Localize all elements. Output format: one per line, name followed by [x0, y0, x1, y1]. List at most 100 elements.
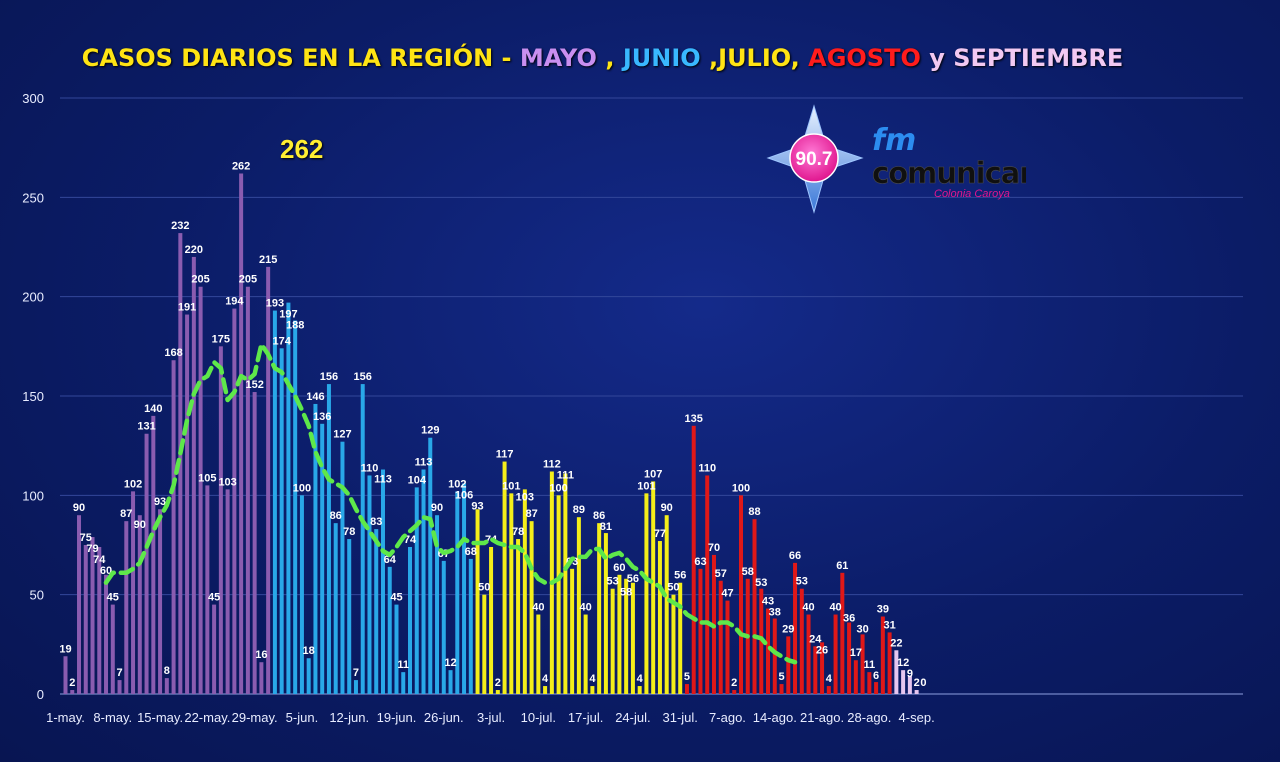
- bar: [678, 582, 683, 694]
- bar-value-label: 100: [293, 482, 311, 494]
- bar-value-label: 93: [154, 496, 166, 508]
- bar-value-label: 102: [448, 478, 466, 490]
- bar: [286, 302, 291, 694]
- bar-value-label: 81: [600, 521, 612, 533]
- gridlines: [60, 97, 1243, 695]
- bar-value-label: 7: [116, 667, 122, 679]
- bar: [198, 286, 203, 694]
- bar-value-label: 88: [748, 506, 760, 518]
- bar-value-label: 232: [171, 220, 189, 232]
- bar-value-label: 24: [809, 633, 822, 645]
- bar: [421, 469, 426, 694]
- bar-value-label: 74: [93, 554, 106, 566]
- bar-value-label: 193: [266, 298, 284, 310]
- bar: [725, 600, 730, 694]
- bar-value-label: 64: [384, 554, 397, 566]
- bar-value-label: 2: [495, 677, 501, 689]
- bar-value-label: 83: [370, 516, 382, 528]
- bar: [90, 537, 95, 694]
- bar: [117, 680, 122, 694]
- bar-value-label: 78: [343, 526, 355, 538]
- bar: [813, 646, 818, 694]
- bar-value-label: 112: [543, 458, 561, 470]
- bar-value-label: 22: [890, 637, 902, 649]
- bar: [306, 658, 311, 694]
- bar: [394, 604, 399, 694]
- bar: [901, 670, 906, 694]
- bars: [63, 173, 919, 695]
- bar: [489, 546, 494, 694]
- bar-value-label: 53: [796, 576, 808, 588]
- bar-value-label: 110: [361, 462, 379, 474]
- bar-value-label: 38: [769, 607, 781, 619]
- bar: [860, 634, 865, 694]
- title-agosto: AGOSTO: [808, 44, 921, 72]
- bar-value-label: 100: [732, 482, 750, 494]
- bar-value-label: 29: [782, 623, 794, 635]
- bar: [867, 672, 872, 694]
- bar-value-label: 18: [303, 645, 315, 657]
- bar: [684, 684, 689, 694]
- bar: [441, 560, 446, 694]
- bar-value-label: 136: [313, 411, 331, 423]
- bar-value-label: 175: [212, 333, 230, 345]
- bar-value-label: 56: [674, 570, 686, 582]
- bar: [718, 580, 723, 694]
- bar: [333, 523, 338, 694]
- bar-value-label: 103: [218, 476, 236, 488]
- bar-value-label: 43: [762, 596, 774, 608]
- bar-value-label: 7: [353, 667, 359, 679]
- bar: [603, 533, 608, 694]
- bar-value-label: 6: [873, 670, 879, 682]
- bar-value-label: 174: [272, 335, 291, 347]
- bar-value-label: 4: [826, 673, 833, 685]
- bar: [83, 545, 88, 694]
- bar-value-label: 30: [856, 624, 868, 636]
- bar: [259, 662, 264, 694]
- bar: [583, 614, 588, 694]
- bar: [664, 515, 669, 694]
- trend-dashed-line: [103, 342, 798, 665]
- bar: [806, 614, 811, 694]
- bar-value-label: 40: [580, 602, 592, 614]
- bar: [793, 562, 798, 694]
- bar-value-label: 11: [397, 659, 409, 671]
- bar: [644, 493, 649, 694]
- bar-value-label: 89: [573, 504, 585, 516]
- bar: [435, 515, 440, 694]
- bar-value-label: 194: [225, 296, 244, 308]
- title-separator: ,: [605, 44, 615, 72]
- bar: [576, 517, 581, 694]
- logo-disc: [789, 133, 839, 183]
- bar-value-label: 40: [802, 602, 814, 614]
- bar-value-label: 78: [512, 526, 524, 538]
- bar: [597, 523, 602, 694]
- bar-value-label: 75: [80, 532, 92, 544]
- title-mayo: MAYO: [519, 44, 597, 72]
- bar: [164, 678, 169, 694]
- bar-value-label: 50: [478, 582, 490, 594]
- bar-value-label: 5: [778, 671, 784, 683]
- bar: [110, 604, 115, 694]
- bar: [475, 509, 480, 694]
- bar-value-label: 102: [124, 478, 142, 490]
- bar-value-label: 60: [613, 562, 625, 574]
- x-tick-label: 21-ago.: [800, 710, 844, 725]
- y-tick-label: 250: [22, 190, 44, 205]
- bar-value-label: 131: [137, 421, 155, 433]
- bar-value-label: 47: [721, 588, 733, 600]
- bar-value-label: 8: [164, 665, 170, 677]
- bar: [570, 568, 575, 694]
- bar: [340, 441, 345, 694]
- bar: [698, 568, 703, 694]
- bar-value-label: 90: [134, 519, 146, 531]
- bar: [428, 437, 433, 694]
- x-axis: 1-may. 8-may. 15-may. 22-may. 29-may. 5-jun. 1…: [46, 710, 935, 725]
- bar: [279, 348, 284, 694]
- bar: [468, 558, 473, 694]
- bar-value-label: 90: [73, 502, 85, 514]
- bar: [610, 588, 615, 694]
- title-septiembre: SEPTIEMBRE: [953, 44, 1124, 72]
